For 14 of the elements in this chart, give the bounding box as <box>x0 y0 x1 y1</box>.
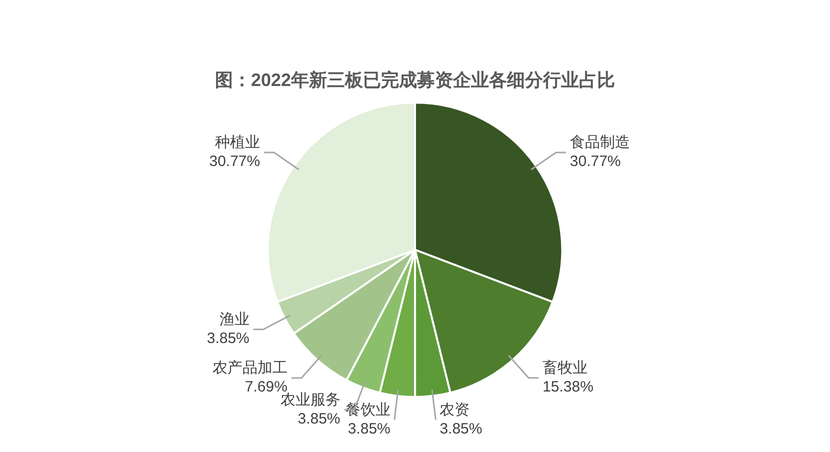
data-label: 30.77% <box>209 153 260 170</box>
data-label: 3.85% <box>440 420 482 438</box>
slice-label: 种植业 <box>215 134 260 152</box>
data-label: 3.85% <box>206 330 250 347</box>
slice-label: 农产品加工 <box>212 360 288 377</box>
data-label: 15.38% <box>542 378 594 396</box>
chart-title: 图：2022年新三板已完成募资企业各细分行业占比 <box>214 70 616 90</box>
data-label: 3.85% <box>348 420 390 438</box>
slice-label: 农资 <box>440 401 470 418</box>
slice-label: 畜牧业 <box>542 360 588 377</box>
data-label: 30.77% <box>570 153 621 170</box>
slice-label: 渔业 <box>219 310 250 328</box>
data-label: 3.85% <box>298 410 340 428</box>
slice-label: 食品制造 <box>570 134 630 152</box>
